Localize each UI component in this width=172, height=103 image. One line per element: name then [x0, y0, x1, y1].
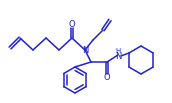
Text: N: N [115, 52, 122, 60]
Text: H: H [115, 48, 121, 54]
Text: O: O [104, 73, 110, 82]
Text: N: N [82, 46, 88, 54]
Text: O: O [69, 20, 75, 29]
